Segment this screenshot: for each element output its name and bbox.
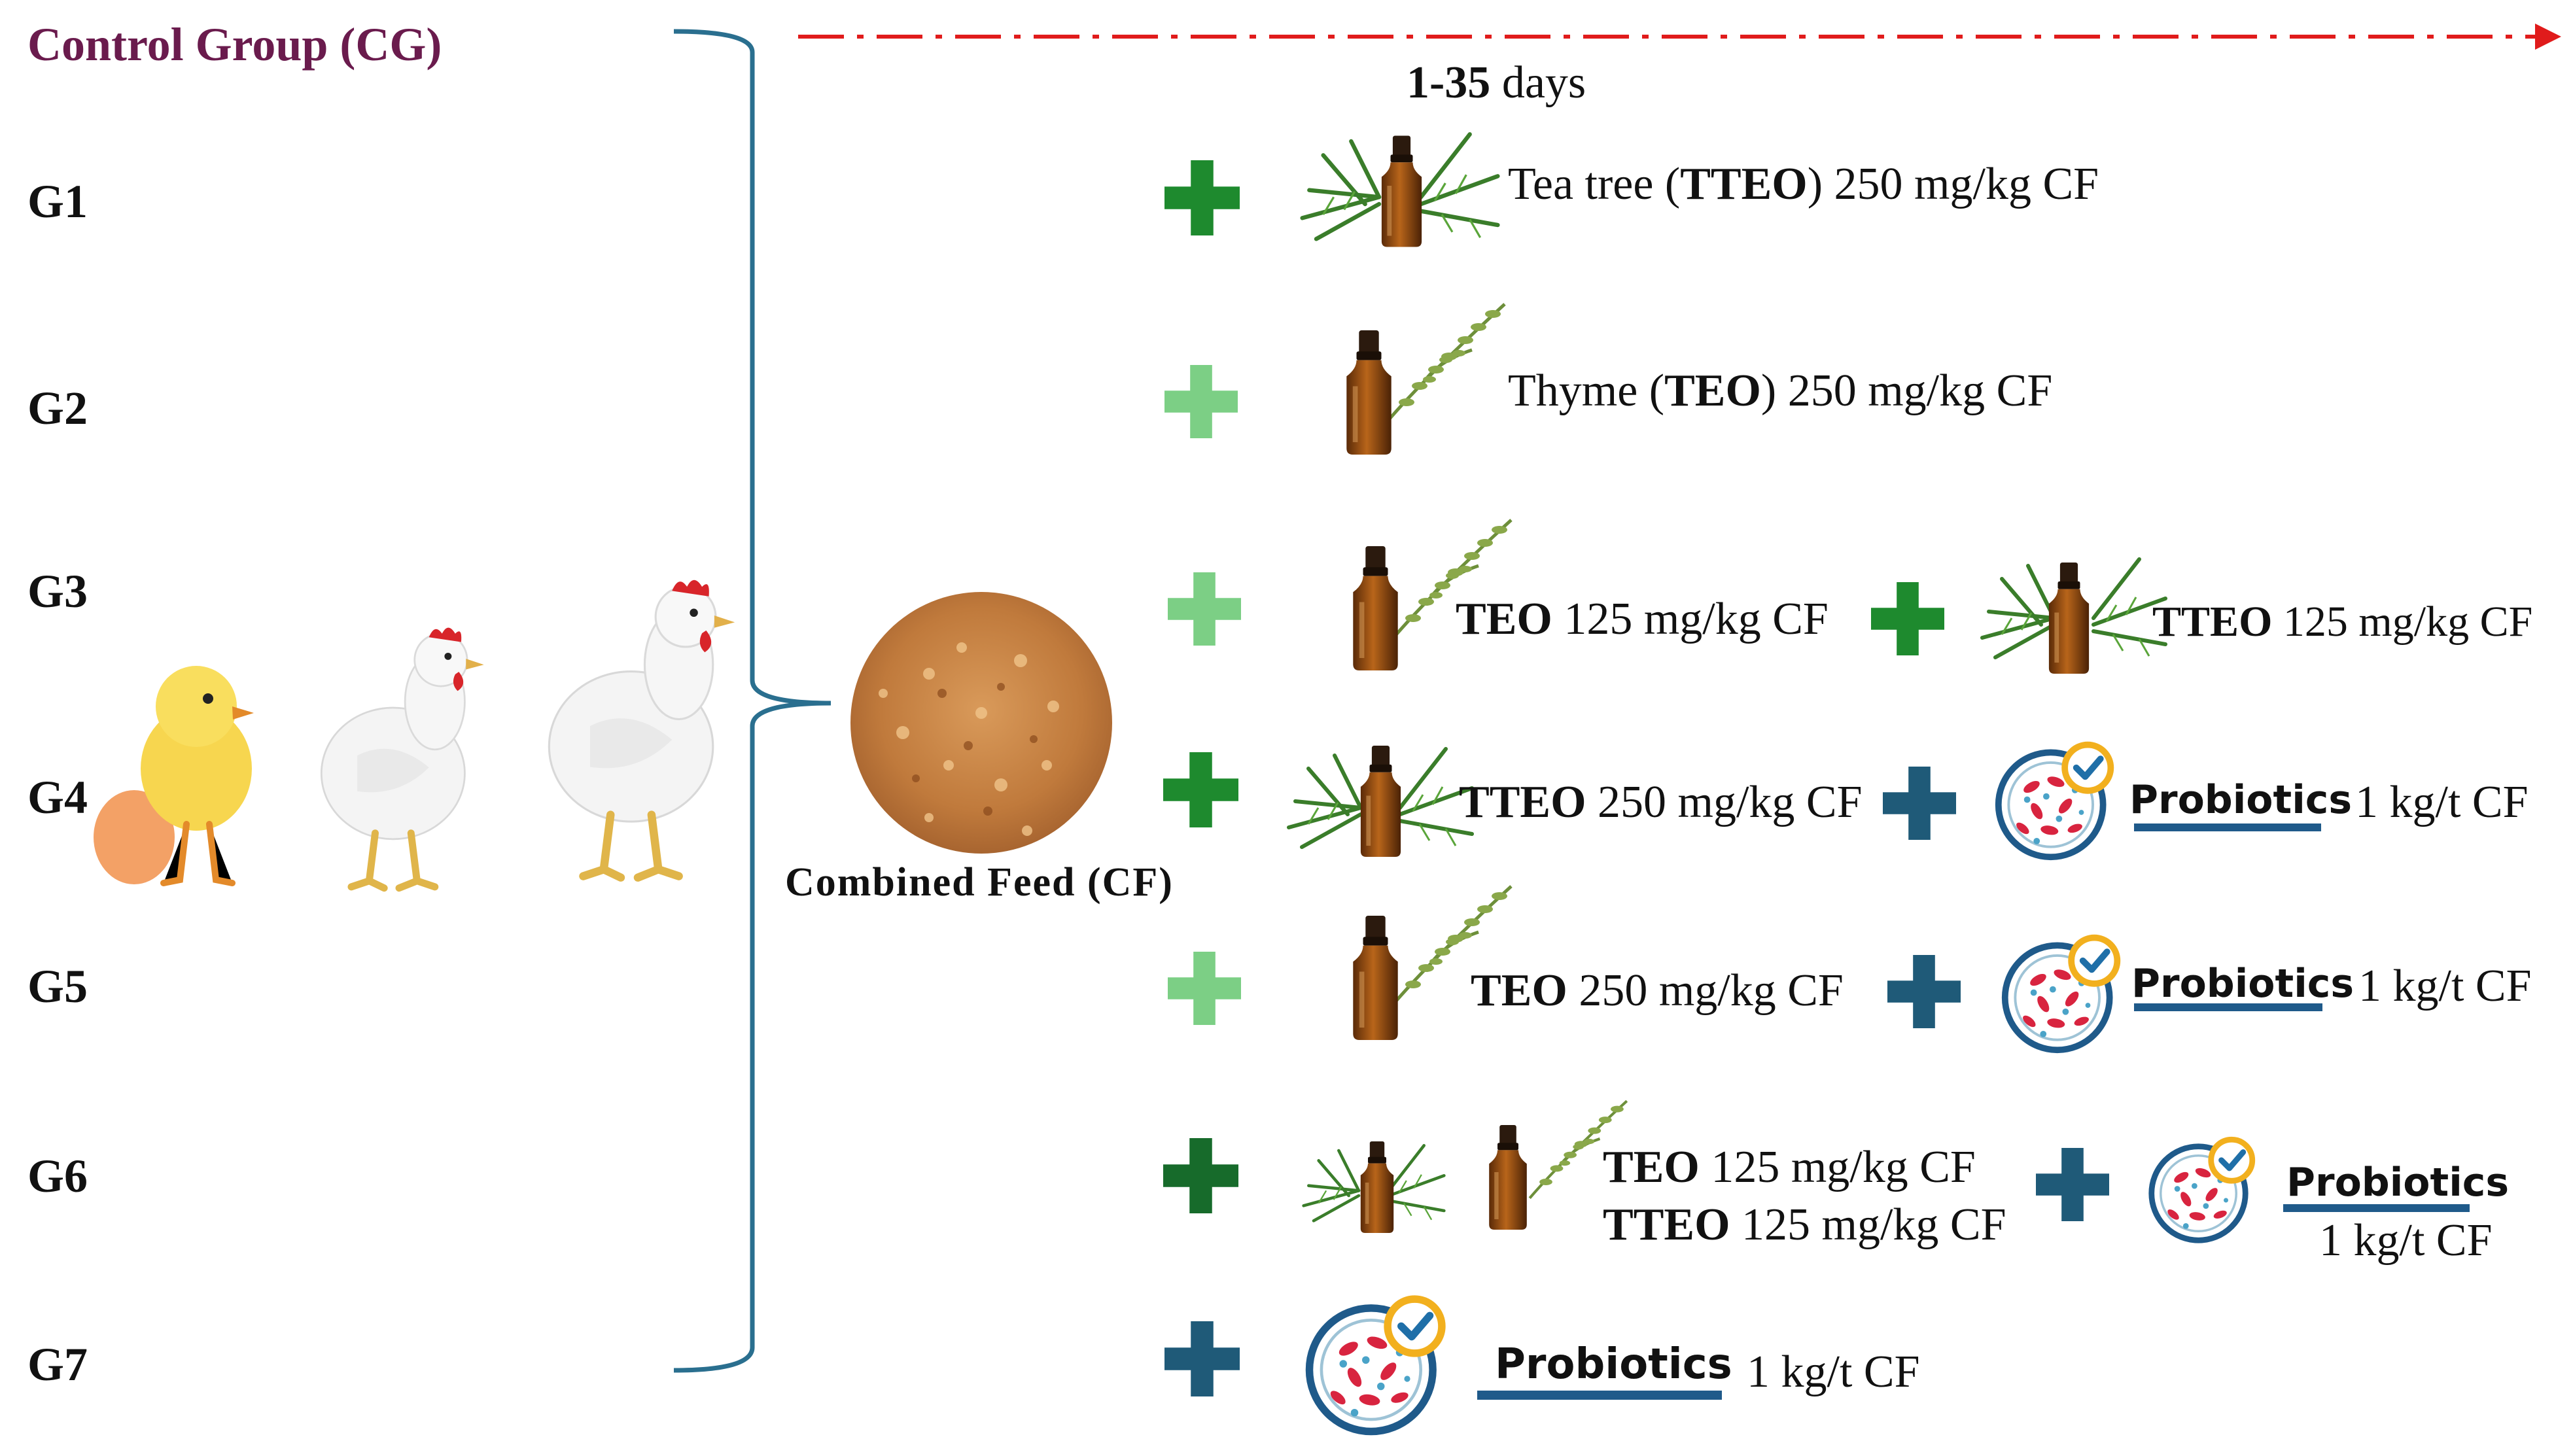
plus-icon-g4-second — [1883, 767, 1956, 840]
g6-probiotics-label: Probiotics — [2286, 1160, 2510, 1205]
group-label-g6: G6 — [27, 1150, 88, 1202]
g1-treatment-label: Tea tree (TTEO) 250 mg/kg CF — [1508, 159, 2099, 209]
g5-probiotics-label: Probiotics — [2131, 961, 2354, 1007]
plus-icon-g2 — [1164, 365, 1238, 438]
g3-tteo-label: TTEO 125 mg/kg CF — [2152, 598, 2533, 646]
tea-tree-oil-icon-g1 — [1303, 134, 1498, 247]
g7-probiotics-dose: 1 kg/t CF — [1747, 1347, 1920, 1397]
g5-probiotics-dose: 1 kg/t CF — [2358, 961, 2532, 1011]
g3-teo-label: TEO 125 mg/kg CF — [1456, 594, 1829, 644]
duration-arrow — [798, 24, 2561, 50]
tea-tree-oil-icon-g4 — [1289, 746, 1472, 857]
g4-tteo-label: TTEO 250 mg/kg CF — [1459, 777, 1863, 827]
group-label-g2: G2 — [27, 382, 88, 434]
combined-feed-icon — [850, 592, 1112, 854]
plus-icon-g3-second — [1871, 582, 1944, 655]
chicks-growth-illustration — [94, 580, 735, 888]
g4-probiotics-dose: 1 kg/t CF — [2355, 777, 2529, 827]
group-label-g3: G3 — [27, 565, 88, 617]
g4-probiotics-label: Probiotics — [2129, 777, 2353, 823]
thyme-oil-icon-g5 — [1353, 886, 1511, 1040]
g7-probiotics-label: Probiotics — [1495, 1340, 1732, 1389]
probiotics-icon-g4 — [1999, 745, 2111, 858]
control-group-label: Control Group (CG) — [27, 18, 442, 71]
thyme-oil-icon-g2 — [1346, 304, 1505, 455]
combined-feed-label: Combined Feed (CF) — [785, 860, 1174, 905]
probiotics-icon-g7 — [1310, 1299, 1442, 1431]
plus-icon-g6-second — [2036, 1148, 2109, 1221]
g6-teo-label: TEO 125 mg/kg CF — [1603, 1142, 1976, 1192]
plus-icon-g1 — [1164, 160, 1240, 235]
g5-teo-label: TEO 250 mg/kg CF — [1471, 965, 1844, 1016]
g2-treatment-label: Thyme (TEO) 250 mg/kg CF — [1508, 366, 2053, 416]
probiotics-icon-g5 — [2005, 938, 2118, 1050]
probiotics-icon-g6 — [2152, 1139, 2252, 1240]
tea-tree-oil-icon-g3 — [1982, 559, 2165, 674]
group-label-g1: G1 — [27, 175, 88, 228]
group-label-g4: G4 — [27, 771, 88, 823]
g6-tteo-label: TTEO 125 mg/kg CF — [1603, 1200, 2006, 1250]
tea-tree-oil-icon-g6 — [1304, 1141, 1444, 1233]
duration-label: 1-35 days — [1407, 58, 1586, 108]
plus-icon-g4 — [1163, 752, 1238, 827]
plus-icon-g5-second — [1887, 955, 1961, 1028]
plus-icon-g5 — [1168, 952, 1241, 1025]
group-label-g5: G5 — [27, 960, 88, 1013]
plus-icon-g3 — [1168, 572, 1241, 646]
group-label-g7: G7 — [27, 1338, 88, 1391]
plus-icon-g7 — [1164, 1321, 1240, 1396]
groups-bracket — [673, 29, 831, 1373]
plus-icon-g6 — [1163, 1138, 1238, 1213]
g6-probiotics-dose: 1 kg/t CF — [2319, 1215, 2493, 1266]
